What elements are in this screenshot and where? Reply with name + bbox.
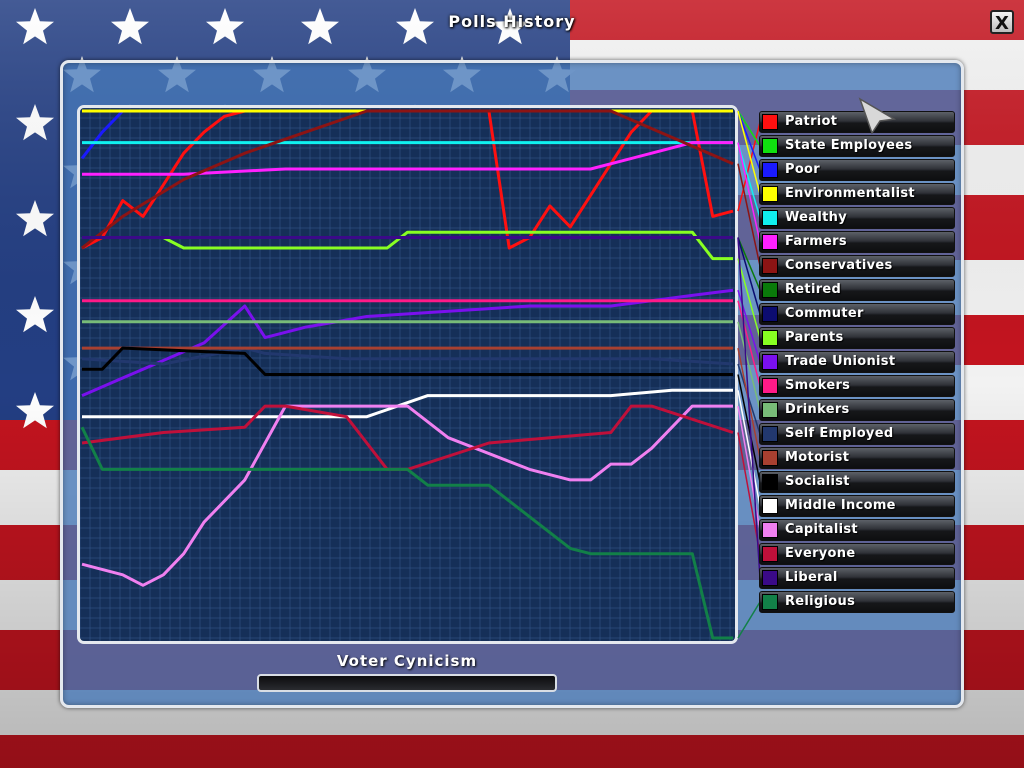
legend-swatch <box>762 138 778 154</box>
legend-label: Wealthy <box>785 210 847 225</box>
close-button[interactable]: X <box>990 10 1014 34</box>
legend-label: Parents <box>785 330 844 345</box>
legend-swatch <box>762 162 778 178</box>
legend-label: Smokers <box>785 378 851 393</box>
legend-swatch <box>762 234 778 250</box>
legend-swatch <box>762 354 778 370</box>
legend-label: Poor <box>785 162 821 177</box>
legend-label: Trade Unionist <box>785 354 896 369</box>
legend-swatch <box>762 306 778 322</box>
legend-swatch <box>762 402 778 418</box>
window-title: Polls History <box>448 12 576 31</box>
legend-item-farmers[interactable]: Farmers <box>759 231 955 253</box>
voter-cynicism-bar <box>257 674 557 692</box>
legend-label: Commuter <box>785 306 864 321</box>
legend-swatch <box>762 594 778 610</box>
legend-item-self-employed[interactable]: Self Employed <box>759 423 955 445</box>
legend-label: Middle Income <box>785 498 896 513</box>
legend-label: Patriot <box>785 114 838 129</box>
legend-label: Socialist <box>785 474 850 489</box>
legend-label: Motorist <box>785 450 850 465</box>
legend-item-drinkers[interactable]: Drinkers <box>759 399 955 421</box>
legend-label: Drinkers <box>785 402 850 417</box>
polls-chart-svg <box>80 108 735 641</box>
legend-label: Farmers <box>785 234 847 249</box>
series-line-religious <box>80 426 733 640</box>
series-line-middle-income <box>82 388 733 419</box>
voter-cynicism-label: Voter Cynicism <box>336 652 478 670</box>
legend-swatch <box>762 114 778 130</box>
series-line-poor <box>80 109 124 160</box>
polls-chart <box>77 105 738 644</box>
legend-swatch <box>762 474 778 490</box>
legend-label: Capitalist <box>785 522 858 537</box>
legend-item-religious[interactable]: Religious <box>759 591 955 613</box>
legend-swatch <box>762 330 778 346</box>
legend-item-conservatives[interactable]: Conservatives <box>759 255 955 277</box>
legend: Patriot State Employees Poor Environmentali… <box>759 111 955 615</box>
legend-swatch <box>762 258 778 274</box>
legend-item-poor[interactable]: Poor <box>759 159 955 181</box>
series-line-self-employed <box>81 346 734 366</box>
legend-item-environmentalist[interactable]: Environmentalist <box>759 183 955 205</box>
legend-item-motorist[interactable]: Motorist <box>759 447 955 469</box>
series-line-parents <box>82 230 733 261</box>
legend-swatch <box>762 450 778 466</box>
legend-item-parents[interactable]: Parents <box>759 327 955 349</box>
legend-swatch <box>762 186 778 202</box>
mouse-cursor-icon <box>858 97 897 135</box>
legend-item-liberal[interactable]: Liberal <box>759 567 955 589</box>
legend-label: Environmentalist <box>785 186 915 201</box>
legend-label: Conservatives <box>785 258 893 273</box>
series-line-conservatives <box>81 109 734 250</box>
legend-swatch <box>762 498 778 514</box>
legend-item-everyone[interactable]: Everyone <box>759 543 955 565</box>
legend-swatch <box>762 426 778 442</box>
legend-item-socialist[interactable]: Socialist <box>759 471 955 493</box>
legend-swatch <box>762 210 778 226</box>
legend-swatch <box>762 546 778 562</box>
legend-item-retired[interactable]: Retired <box>759 279 955 301</box>
legend-label: Everyone <box>785 546 856 561</box>
legend-swatch <box>762 378 778 394</box>
legend-item-commuter[interactable]: Commuter <box>759 303 955 325</box>
legend-item-middle-income[interactable]: Middle Income <box>759 495 955 517</box>
legend-swatch <box>762 522 778 538</box>
series-line-socialist <box>82 346 733 376</box>
legend-label: Retired <box>785 282 842 297</box>
legend-item-smokers[interactable]: Smokers <box>759 375 955 397</box>
legend-item-wealthy[interactable]: Wealthy <box>759 207 955 229</box>
series-line-farmers <box>82 141 733 176</box>
legend-label: Self Employed <box>785 426 894 441</box>
legend-label: State Employees <box>785 138 913 153</box>
legend-item-capitalist[interactable]: Capitalist <box>759 519 955 541</box>
legend-label: Religious <box>785 594 856 609</box>
legend-item-trade-unionist[interactable]: Trade Unionist <box>759 351 955 373</box>
legend-swatch <box>762 282 778 298</box>
legend-item-state-employees[interactable]: State Employees <box>759 135 955 157</box>
legend-label: Liberal <box>785 570 838 585</box>
legend-item-patriot[interactable]: Patriot <box>759 111 955 133</box>
legend-swatch <box>762 570 778 586</box>
series-line-capitalist <box>81 404 733 587</box>
